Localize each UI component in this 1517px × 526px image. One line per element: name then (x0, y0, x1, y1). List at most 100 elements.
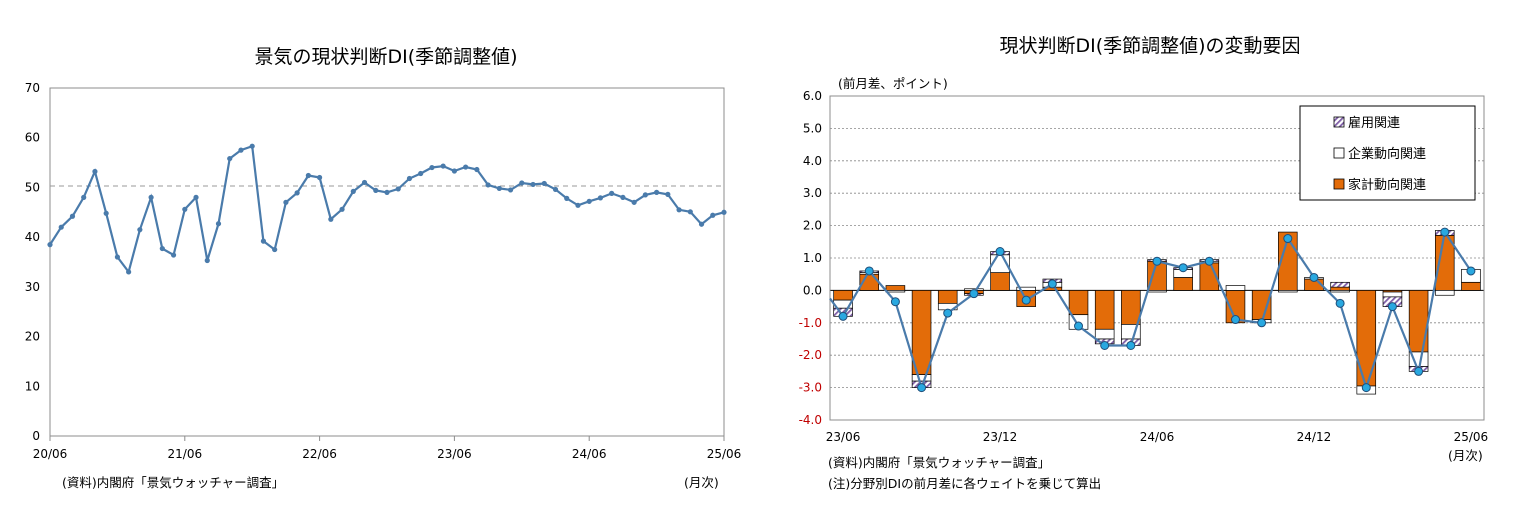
right-unit-note: (前月差、ポイント) (838, 76, 948, 91)
left-data-point (272, 246, 278, 253)
left-data-point (406, 175, 413, 182)
left-source-note: (資料)内閣府「景気ウォッチャー調査」 (62, 475, 284, 490)
left-data-point (182, 206, 188, 212)
left-data-point (193, 194, 199, 200)
right-x-tick-label: 24/06 (1140, 430, 1175, 444)
left-y-tick-label: 20 (25, 330, 40, 344)
bar-household (1408, 290, 1429, 353)
left-data-point (620, 194, 626, 200)
legend-label-household: 家計動向関連 (1348, 177, 1426, 193)
right-x-unit: (月次) (1448, 448, 1483, 463)
left-data-point (373, 187, 379, 194)
legend-swatch-employment (1333, 116, 1345, 128)
right-y-tick-label: -3.0 (799, 381, 822, 395)
left-data-point (463, 164, 469, 170)
left-data-point (418, 170, 424, 177)
left-data-point (530, 181, 536, 188)
left-data-point (227, 155, 233, 162)
left-data-point (631, 199, 637, 205)
left-data-point (597, 195, 604, 201)
right-data-point (1074, 321, 1084, 331)
bar-business (1225, 285, 1246, 291)
bar-business (1434, 290, 1455, 296)
left-data-point (47, 242, 53, 248)
left-x-tick-label: 24/06 (572, 447, 607, 461)
left-data-point (92, 168, 98, 175)
bar-household (1330, 286, 1350, 291)
right-footnote: (注)分野別DIの前月差に各ウェイトを乗じて算出 (828, 476, 1101, 491)
left-data-point (395, 186, 401, 192)
left-series-line (47, 143, 727, 275)
legend-swatch-household (1333, 178, 1345, 190)
right-data-point (917, 383, 927, 393)
right-stacked-bars (833, 230, 1481, 395)
right-data-point (969, 289, 979, 299)
bar-business (1016, 286, 1036, 291)
bar-business (885, 290, 906, 293)
bar-household (911, 290, 932, 375)
right-plot-area (829, 95, 1485, 421)
left-x-axis: 20/06 21/06 22/06 23/06 24/06 25/06 (33, 436, 742, 461)
left-x-tick-label: 25/06 (707, 447, 742, 461)
right-y-tick-label: 2.0 (803, 219, 822, 233)
bar-employment (1330, 281, 1350, 288)
left-data-point (305, 172, 311, 179)
right-series-line (829, 227, 1476, 393)
right-data-point (1283, 234, 1293, 244)
left-data-point (665, 191, 671, 197)
right-chart-title: 現状判断DI(季節調整値)の変動要因 (999, 35, 1300, 57)
left-data-point (81, 194, 87, 200)
right-data-point (1021, 295, 1031, 305)
bar-household (937, 290, 958, 304)
left-data-point (429, 164, 435, 171)
left-y-axis: 70 60 50 40 30 20 10 0 (25, 81, 40, 443)
right-data-point (995, 247, 1005, 257)
right-y-tick-label: -2.0 (799, 348, 822, 362)
left-data-point (283, 199, 289, 205)
bar-household (1461, 281, 1481, 291)
right-data-point (1335, 298, 1345, 308)
left-plot-area (49, 87, 725, 437)
left-x-tick-label: 21/06 (168, 447, 203, 461)
left-data-point (451, 168, 457, 174)
bar-business (911, 374, 932, 382)
right-data-point (1466, 266, 1476, 276)
legend-label-business: 企業動向関連 (1348, 146, 1426, 162)
left-data-point (170, 252, 177, 258)
left-y-tick-label: 40 (25, 230, 40, 244)
left-data-point (710, 212, 716, 218)
left-data-point (215, 221, 222, 227)
right-y-tick-label: 1.0 (803, 251, 822, 265)
bar-household (833, 290, 853, 301)
legend-label-employment: 雇用関連 (1348, 115, 1400, 131)
left-y-tick-label: 10 (25, 379, 40, 393)
right-data-point (1204, 256, 1214, 266)
left-y-tick-label: 0 (32, 429, 40, 443)
right-data-point (1047, 279, 1057, 289)
left-data-point (126, 269, 132, 275)
left-data-point (642, 192, 648, 198)
left-data-point (114, 254, 120, 260)
right-series-path (829, 229, 1472, 392)
bar-business (1147, 290, 1167, 293)
right-legend: 雇用関連 企業動向関連 家計動向関連 (1299, 105, 1476, 201)
right-data-point (1361, 383, 1371, 393)
left-x-tick-label: 23/06 (437, 447, 472, 461)
right-data-point (1100, 340, 1110, 350)
left-data-point (698, 221, 705, 227)
left-data-point (496, 185, 502, 192)
left-data-point (654, 189, 660, 195)
left-data-point (687, 209, 693, 215)
left-data-point (609, 190, 615, 196)
right-x-tick-label: 23/06 (826, 430, 861, 444)
right-y-tick-label: 5.0 (803, 121, 822, 135)
left-data-point (676, 207, 682, 213)
left-data-point (294, 190, 300, 196)
left-data-point (317, 174, 323, 181)
bar-household (885, 285, 906, 291)
right-data-point (1257, 318, 1267, 328)
left-y-tick-label: 70 (25, 81, 40, 95)
bar-household (1121, 290, 1141, 325)
left-data-point (103, 210, 109, 216)
left-data-point (519, 180, 525, 186)
